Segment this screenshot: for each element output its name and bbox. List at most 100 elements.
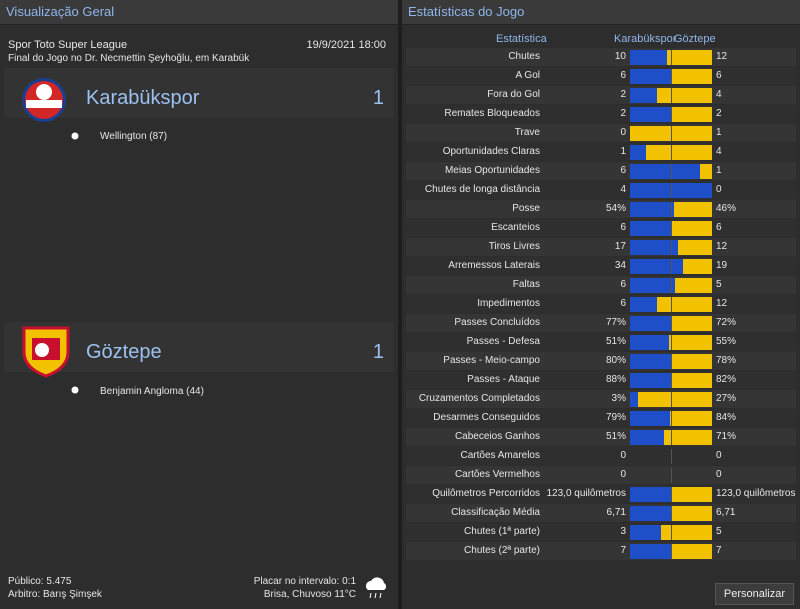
away-bar (667, 50, 712, 65)
center-line (671, 373, 672, 388)
home-value: 0 (620, 450, 626, 461)
stat-label: Tiros Livres (488, 241, 540, 252)
stat-label: Passes - Defesa (466, 336, 540, 347)
stats-panel: Estatísticas do Jogo Estatística Karabük… (402, 0, 800, 609)
center-line (671, 278, 672, 293)
goal-icon (71, 386, 79, 394)
away-value: 27% (716, 393, 737, 404)
stat-row (406, 124, 796, 142)
home-bar (630, 69, 671, 84)
column-header: Estatística (496, 33, 547, 45)
referee: Arbitro: Barış Şimşek (8, 589, 102, 600)
center-line (671, 297, 672, 312)
center-line (671, 525, 672, 540)
away-value: 6,71 (716, 507, 736, 518)
center-line (671, 392, 672, 407)
away-value: 0 (716, 469, 722, 480)
stat-label: Meias Oportunidades (444, 165, 540, 176)
away-value: 4 (716, 89, 722, 100)
home-value: 10 (614, 51, 626, 62)
panel-title: Visualização Geral (0, 0, 398, 25)
home-value: 7 (620, 545, 626, 556)
center-line (671, 259, 672, 274)
team-score: 1 (372, 341, 384, 363)
center-line (671, 430, 672, 445)
home-bar (630, 164, 701, 179)
home-bar (630, 373, 673, 388)
center-line (671, 164, 672, 179)
center-line (671, 335, 672, 350)
away-bar (671, 544, 712, 559)
stat-row (406, 238, 796, 256)
home-bar (630, 316, 673, 331)
away-bar (671, 487, 712, 502)
away-bar (664, 430, 712, 445)
center-line (671, 468, 672, 483)
away-value: 7 (716, 545, 722, 556)
stat-label: Passes - Ataque (467, 374, 540, 385)
home-value: 88% (605, 374, 626, 385)
scorer: Benjamin Angloma (44) (100, 386, 204, 397)
home-bar (630, 145, 647, 160)
stat-label: Escanteios (491, 222, 540, 233)
home-bar (630, 107, 671, 122)
away-value: 1 (716, 127, 722, 138)
center-line (671, 354, 672, 369)
home-value: 6 (620, 165, 626, 176)
center-line (671, 183, 672, 198)
stat-label: Cartões Vermelhos (454, 469, 540, 480)
away-bar (657, 297, 712, 312)
stat-row (406, 67, 796, 85)
home-bar (630, 544, 671, 559)
stat-row (406, 86, 796, 104)
stat-label: Remates Bloqueados (444, 108, 540, 119)
home-bar (630, 297, 658, 312)
away-bar (660, 525, 712, 540)
stat-row (406, 466, 796, 484)
away-value: 4 (716, 146, 722, 157)
column-header: Göztepe (674, 33, 716, 45)
away-bar (671, 221, 712, 236)
home-bar (630, 221, 671, 236)
customize-button[interactable]: Personalizar (714, 583, 794, 605)
stat-label: Faltas (512, 279, 540, 290)
away-value: 78% (716, 355, 737, 366)
stat-row (406, 447, 796, 465)
stat-row (406, 219, 796, 237)
stat-row (406, 276, 796, 294)
home-value: 34 (614, 260, 626, 271)
home-bar (630, 487, 671, 502)
away-bar (672, 373, 712, 388)
stat-label: Passes Concluídos (454, 317, 540, 328)
center-line (671, 316, 672, 331)
stat-label: Cruzamentos Completados (418, 393, 540, 404)
away-bar (671, 354, 712, 369)
away-bar (674, 278, 712, 293)
stat-label: Quilômetros Percorridos (432, 488, 540, 499)
subtitle: Final do Jogo no Dr. Necmettin Şeyhoğlu,… (8, 53, 250, 64)
away-value: 2 (716, 108, 722, 119)
stat-label: Classificação Média (451, 507, 540, 518)
center-line (671, 88, 672, 103)
home-value: 3 (620, 526, 626, 537)
away-bar (672, 316, 712, 331)
team-name: Karabükspor (86, 87, 200, 109)
away-bar (657, 88, 712, 103)
away-value: 84% (716, 412, 737, 423)
home-bar (630, 240, 679, 255)
stat-label: Cartões Amarelos (460, 450, 540, 461)
away-value: 5 (716, 279, 722, 290)
team-name: Göztepe (86, 341, 162, 363)
away-value: 6 (716, 222, 722, 233)
team-logo (22, 78, 66, 122)
center-line (671, 202, 672, 217)
stat-row (406, 371, 796, 389)
away-bar (682, 259, 712, 274)
center-line (671, 544, 672, 559)
stat-label: Oportunidades Claras (442, 146, 540, 157)
home-bar (630, 392, 639, 407)
center-line (671, 487, 672, 502)
home-bar (630, 278, 675, 293)
home-bar (630, 259, 683, 274)
overview-panel: Visualização Geral Spor Toto Super Leagu… (0, 0, 398, 609)
